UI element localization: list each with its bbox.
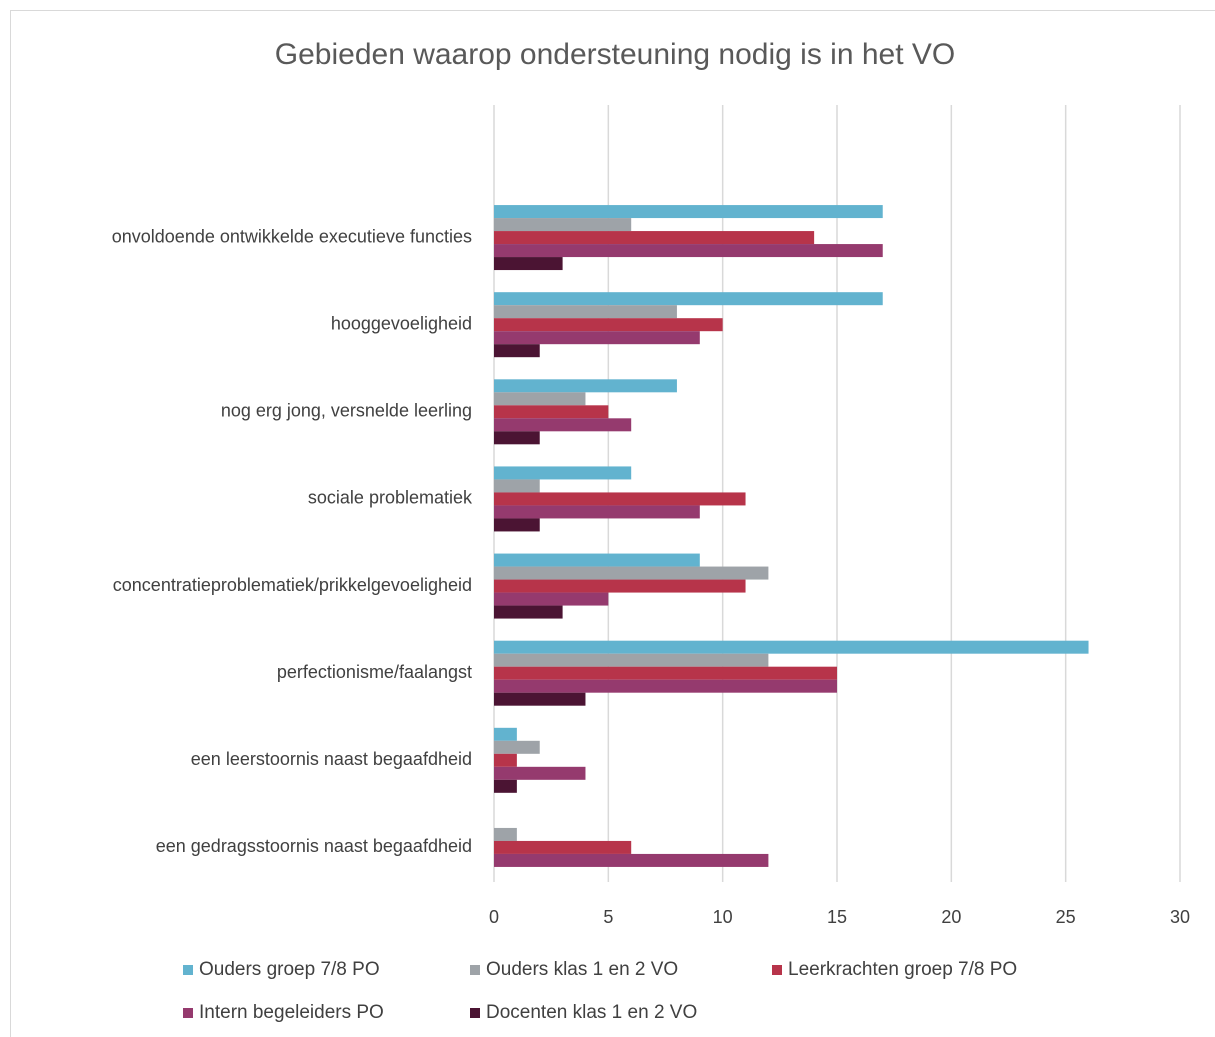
bar xyxy=(494,692,586,706)
bar xyxy=(494,518,540,532)
legend-label: Docenten klas 1 en 2 VO xyxy=(486,1002,697,1023)
bar xyxy=(494,605,563,619)
bar xyxy=(494,666,837,680)
bar xyxy=(494,553,700,567)
y-tick-label: een leerstoornis naast begaafdheid xyxy=(191,749,472,769)
y-tick-label: perfectionisme/faalangst xyxy=(277,662,472,682)
y-tick-label: onvoldoende ontwikkelde executieve funct… xyxy=(112,226,472,246)
bar xyxy=(494,479,540,493)
legend-swatch xyxy=(470,1008,480,1018)
legend-swatch xyxy=(772,965,782,975)
bar xyxy=(494,779,517,793)
bar xyxy=(494,753,517,767)
bar xyxy=(494,292,883,306)
y-tick-label: concentratieproblematiek/prikkelgevoelig… xyxy=(113,575,472,595)
bar xyxy=(494,244,883,258)
bar xyxy=(494,205,883,219)
legend-swatch xyxy=(183,965,193,975)
bar xyxy=(494,218,632,232)
x-tick-label: 10 xyxy=(713,907,733,927)
legend-label: Ouders klas 1 en 2 VO xyxy=(486,959,678,980)
bar xyxy=(494,727,517,741)
y-tick-label: sociale problematiek xyxy=(308,488,473,508)
x-tick-label: 5 xyxy=(603,907,613,927)
y-tick-label: een gedragsstoornis naast begaafdheid xyxy=(156,836,472,856)
bar xyxy=(494,579,746,593)
bar xyxy=(494,679,837,693)
x-tick-label: 15 xyxy=(827,907,847,927)
bar xyxy=(494,740,540,754)
x-tick-label: 25 xyxy=(1056,907,1076,927)
x-tick-label: 30 xyxy=(1170,907,1190,927)
bar xyxy=(494,405,609,419)
bar xyxy=(494,653,769,667)
bar xyxy=(494,640,1089,654)
bar xyxy=(494,344,540,358)
bar xyxy=(494,505,700,519)
bar xyxy=(494,305,677,319)
bar xyxy=(494,379,677,393)
chart-title: Gebieden waarop ondersteuning nodig is i… xyxy=(275,38,955,71)
x-tick-label: 20 xyxy=(941,907,961,927)
bar xyxy=(494,392,586,406)
bar xyxy=(494,566,769,580)
bar xyxy=(494,431,540,445)
legend-label: Leerkrachten groep 7/8 PO xyxy=(788,959,1017,980)
bar xyxy=(494,418,632,432)
bar xyxy=(494,840,632,854)
bar xyxy=(494,853,769,867)
bar xyxy=(494,592,609,606)
legend-swatch xyxy=(470,965,480,975)
legend-swatch xyxy=(183,1008,193,1018)
x-tick-label: 0 xyxy=(489,907,499,927)
legend-label: Ouders groep 7/8 PO xyxy=(199,959,380,980)
bar xyxy=(494,827,517,841)
y-tick-label: nog erg jong, versnelde leerling xyxy=(221,401,472,421)
bar xyxy=(494,318,723,332)
chart-frame xyxy=(10,10,1215,1037)
bar xyxy=(494,766,586,780)
y-tick-label: hooggevoeligheid xyxy=(331,313,472,333)
legend-label: Intern begeleiders PO xyxy=(199,1002,384,1023)
bar xyxy=(494,492,746,506)
bar xyxy=(494,466,632,480)
bar xyxy=(494,257,563,271)
bar xyxy=(494,331,700,345)
bar xyxy=(494,231,815,245)
